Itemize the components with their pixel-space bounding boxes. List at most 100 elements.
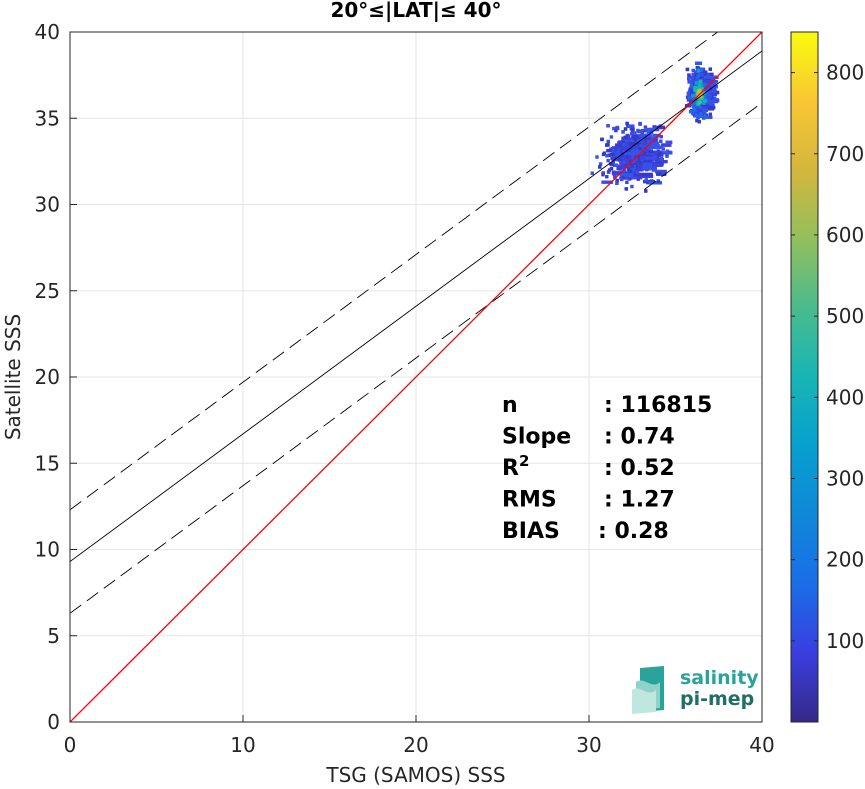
density-cell <box>711 78 715 82</box>
density-cell <box>638 146 642 151</box>
density-cell <box>625 121 629 126</box>
density-cell <box>641 147 645 151</box>
logo-waves-icon <box>632 666 664 714</box>
stats-value: : 0.74 <box>604 425 675 450</box>
density-cell <box>626 124 635 128</box>
density-cell <box>657 152 662 156</box>
density-cell <box>625 175 630 180</box>
density-cell-hot <box>693 92 697 96</box>
y-tick-label: 35 <box>35 106 60 130</box>
density-cell <box>654 169 667 174</box>
density-cell <box>640 156 645 161</box>
density-cell <box>632 168 636 172</box>
density-cell <box>631 135 639 139</box>
density-cell <box>701 89 717 94</box>
density-cell <box>637 167 641 171</box>
density-cell <box>655 158 660 162</box>
density-cell <box>643 136 651 140</box>
density-cell <box>637 157 641 162</box>
density-cell <box>631 127 635 132</box>
density-cell <box>616 166 620 171</box>
density-cell-hot <box>703 96 707 100</box>
colorbar-tick-label: 400 <box>826 385 864 409</box>
density-cell <box>638 162 653 166</box>
density-cell <box>635 165 647 169</box>
density-cell <box>645 127 660 132</box>
density-cell <box>628 142 640 146</box>
stats-value: : 0.52 <box>604 456 675 481</box>
density-cell-hot <box>703 99 707 103</box>
density-cell <box>630 142 634 146</box>
density-cell <box>698 74 702 79</box>
density-cell <box>612 163 617 167</box>
density-cell-hot <box>697 69 701 73</box>
density-cell-hot <box>693 88 697 93</box>
density-cell <box>622 142 626 147</box>
density-cell <box>625 180 629 185</box>
density-cell <box>635 170 640 174</box>
x-tick-label: 10 <box>230 733 255 757</box>
density-cell <box>623 144 627 149</box>
x-tick-label: 0 <box>64 733 77 757</box>
x-tick-label: 20 <box>403 733 428 757</box>
x-tick-label: 30 <box>576 733 601 757</box>
density-cell <box>606 170 611 174</box>
density-cell <box>641 167 652 171</box>
density-cell <box>625 138 629 143</box>
density-cell <box>600 137 604 142</box>
density-cell <box>614 143 619 147</box>
stats-label: Slope <box>502 425 571 450</box>
density-cell <box>615 178 619 183</box>
density-cell <box>626 151 641 156</box>
stats-value: : 116815 <box>604 393 712 418</box>
density-cell <box>627 176 632 181</box>
density-cell <box>615 150 619 155</box>
density-cell <box>686 98 691 102</box>
density-cell <box>665 149 670 153</box>
density-cell <box>606 143 610 147</box>
density-cell <box>705 115 713 119</box>
density-cell <box>698 109 703 114</box>
density-cell <box>690 89 694 93</box>
density-cell <box>611 157 616 161</box>
density-cell <box>648 145 664 150</box>
y-tick-label: 0 <box>47 710 60 734</box>
density-cell <box>625 149 630 153</box>
stats-value: : 0.28 <box>598 519 669 544</box>
density-cell <box>643 143 647 148</box>
density-cell <box>624 187 629 191</box>
x-tick-label: 40 <box>749 733 774 757</box>
density-cell <box>701 116 706 120</box>
density-cell <box>654 159 668 164</box>
density-cell <box>685 104 689 108</box>
density-cell <box>660 143 672 147</box>
density-cell-hot <box>697 83 702 88</box>
density-cell <box>665 140 673 145</box>
density-cell <box>656 179 661 183</box>
density-cell <box>657 151 673 155</box>
density-cell <box>634 145 638 149</box>
density-cell <box>614 128 618 133</box>
density-cell <box>631 153 635 158</box>
regression-lines <box>70 32 762 722</box>
salinity-pimep-logo: salinity pi-mep <box>632 666 759 714</box>
colorbar-tick-label: 800 <box>826 61 864 85</box>
density-cell <box>661 170 665 174</box>
stats-label: R2 <box>502 452 529 481</box>
density-cell <box>622 160 627 165</box>
density-cell-hot <box>699 111 703 116</box>
density-cell <box>665 154 669 158</box>
density-cell-hot <box>702 101 706 105</box>
density-cell <box>611 152 615 157</box>
density-cell <box>661 147 665 151</box>
density-cell-hot <box>688 110 693 114</box>
density-cell <box>634 158 638 162</box>
density-cell <box>697 120 701 124</box>
density-cell <box>644 148 649 152</box>
y-tick-label: 15 <box>35 451 60 475</box>
density-cell <box>631 156 635 160</box>
y-tick-label: 5 <box>47 624 60 648</box>
density-cell <box>644 142 659 146</box>
stats-value: : 1.27 <box>604 488 675 513</box>
density-cell <box>601 171 605 175</box>
